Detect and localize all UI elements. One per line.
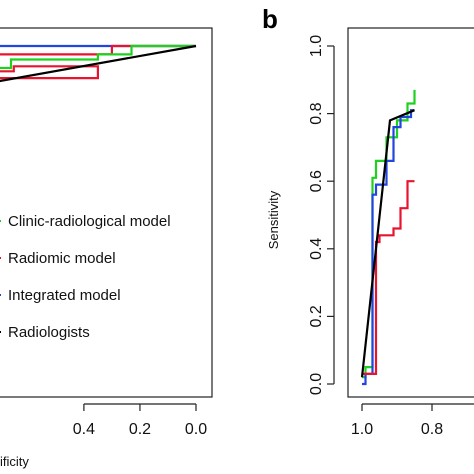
panel-a-legend: Clinic-radiological model Radiomic model I… [0,213,171,341]
legend-label-radiologists: Radiologists [8,324,90,341]
legend-label-clinic: Clinic-radiological model [8,213,171,230]
panel-b-letter: b [262,4,278,34]
panel-b-y-label: Sensitivity [266,190,281,249]
panel-b-x-axis: 1.0 0.8 [351,403,474,438]
panel-b-y-tick-label: 0.4 [308,238,325,260]
panel-a-x-tick-label: 0.2 [129,421,151,438]
panel-b-curve-radiomic-2 [362,180,415,375]
panel-a-plot-box [0,27,213,398]
panel-b-y-tick-label: 0.6 [308,170,325,192]
panel-b-curve-radiologists-3 [360,109,415,378]
panel-a-curve-radiologists-4 [0,44,197,83]
panel-b-y-tick-label: 0.8 [308,102,325,124]
panel-a-x-label: ificity [0,454,29,469]
panel-a-x-axis: 0.4 0.2 0.0 [73,403,207,438]
panel-a-x-tick-label: 0.0 [185,421,207,438]
legend-label-radiomic: Radiomic model [8,250,116,267]
panel-b-curve-integrated-1 [362,109,415,386]
panel-b-x-tick-label: 1.0 [351,421,373,438]
panel-a-curve-clinic-2 [0,44,196,70]
panel-a-x-tick-label: 0.4 [73,421,95,438]
panel-b-curves [360,89,416,386]
panel-a: 0.4 0.2 0.0 ificity Clinic-radiological mo… [0,27,213,469]
panel-b-y-tick-label: 0.2 [308,305,325,327]
panel-a-curves [0,44,197,83]
panel-b-plot-box [347,27,474,398]
panel-b-y-axis: 0.0 0.2 0.4 0.6 0.8 1.0 [308,35,335,395]
legend-label-integrated: Integrated model [8,287,121,304]
panel-b-y-tick-label: 1.0 [308,35,325,57]
panel-b-x-tick-label: 0.8 [421,421,443,438]
panel-b: b 0.0 0.2 0.4 0.6 0.8 1.0 1.0 0.8 Sensitivity [262,4,474,438]
panel-b-y-tick-label: 0.0 [308,373,325,395]
panel-a-curve-radiomic-3 [0,65,100,80]
